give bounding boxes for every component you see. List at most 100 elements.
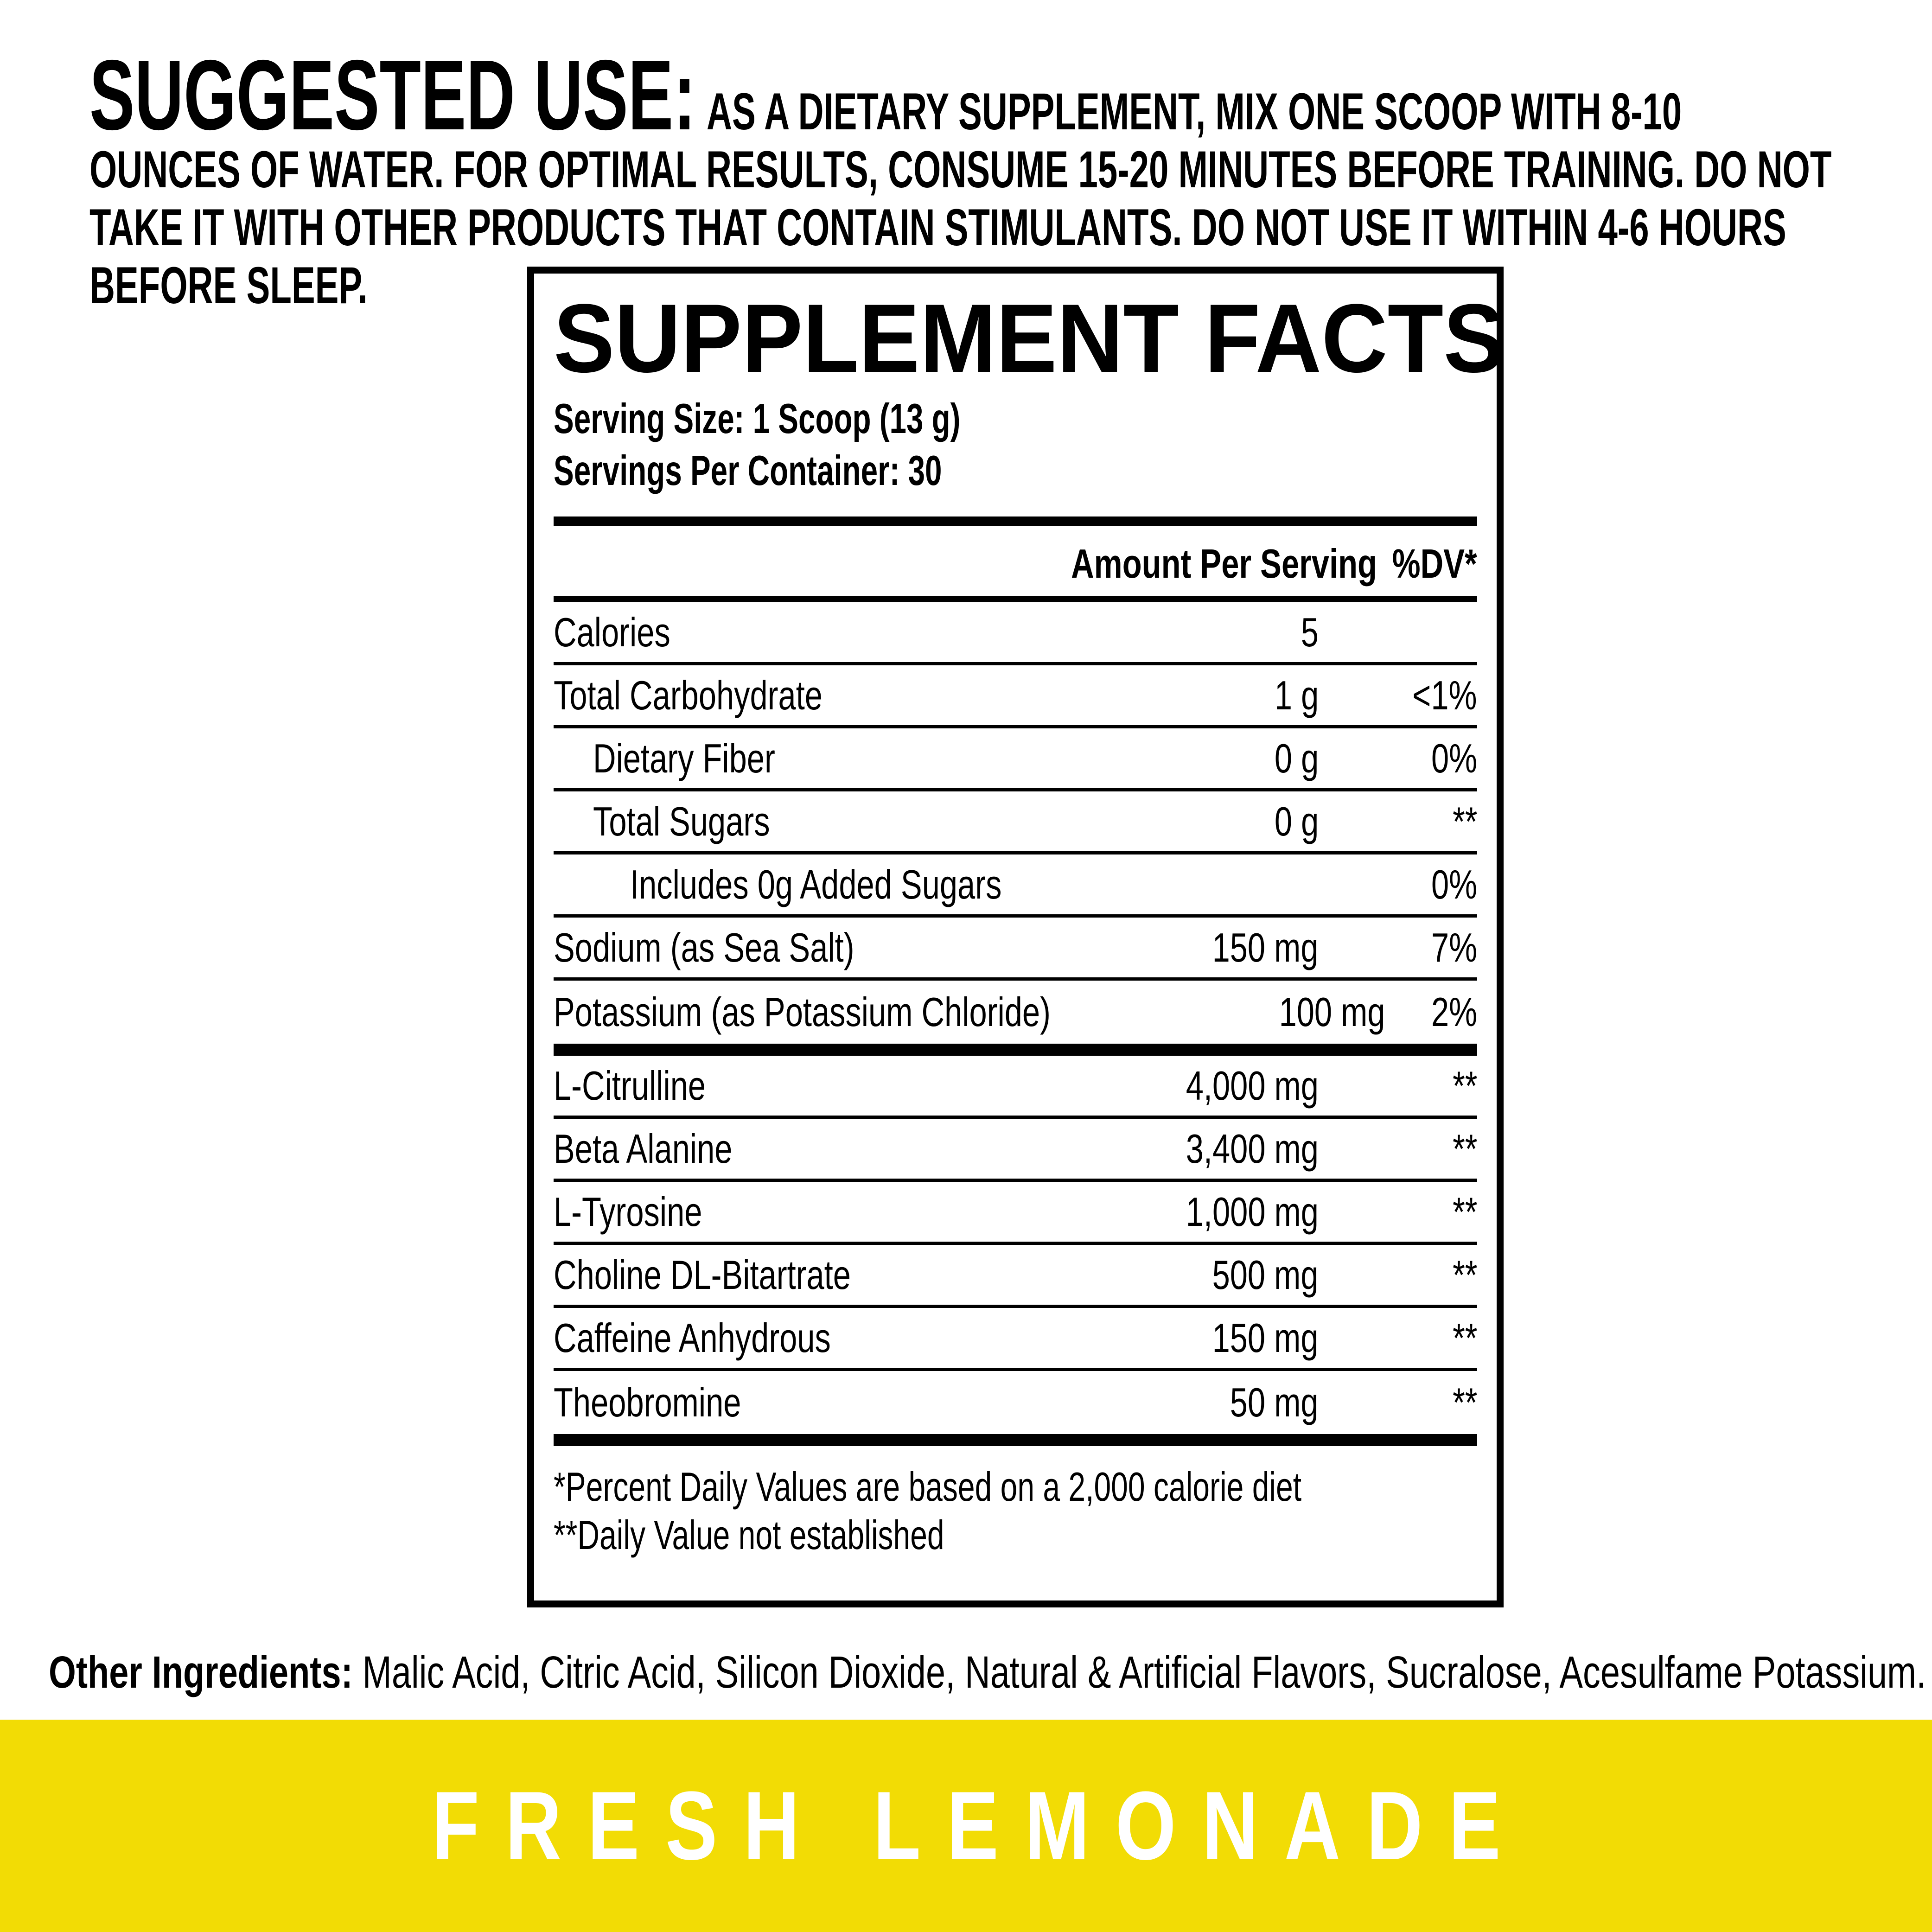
nutrient-amount-cell: 4,000 mg (985, 1062, 1319, 1109)
table-row: Caffeine Anhydrous 150 mg ** (554, 1308, 1477, 1371)
nutrient-dv: ** (1452, 1062, 1477, 1109)
nutrient-dv-cell: 7% (1319, 924, 1477, 971)
nutrient-name: Theobromine (554, 1379, 741, 1425)
nutrient-amount: 1 g (1274, 672, 1319, 718)
suggested-use-heading: SUGGESTED USE: (89, 39, 696, 151)
nutrient-dv-cell: ** (1319, 1314, 1477, 1362)
nutrient-rows: Calories 5 Total Carbohydrate 1 g <1% Di… (554, 602, 1477, 1044)
nutrient-dv-cell: ** (1319, 1188, 1477, 1236)
nutrient-name: Sodium (as Sea Salt) (554, 924, 854, 970)
nutrient-name-cell: Sodium (as Sea Salt) (554, 924, 985, 971)
table-row: Choline DL-Bitartrate 500 mg ** (554, 1245, 1477, 1308)
nutrient-amount-cell: 0 g (985, 735, 1319, 782)
servings-per-container: Servings Per Container: 30 (554, 447, 942, 494)
nutrient-dv: ** (1452, 1125, 1477, 1172)
nutrient-name-cell: Total Carbohydrate (554, 672, 985, 719)
table-row: Beta Alanine 3,400 mg ** (554, 1119, 1477, 1182)
other-ingredients-text: Malic Acid, Citric Acid, Silicon Dioxide… (352, 1647, 1926, 1697)
table-row: L-Tyrosine 1,000 mg ** (554, 1182, 1477, 1245)
table-header-row: Amount Per Serving %DV* (554, 526, 1477, 602)
nutrient-amount: 1,000 mg (1186, 1188, 1319, 1235)
nutrient-name: Dietary Fiber (593, 735, 775, 781)
nutrient-name: Beta Alanine (554, 1125, 733, 1172)
footnotes: *Percent Daily Values are based on a 2,0… (554, 1463, 1477, 1559)
panel-title: SUPPLEMENT FACTS (554, 284, 1505, 393)
nutrient-dv-cell: ** (1319, 798, 1477, 845)
nutrient-dv-cell: 2% (1385, 988, 1477, 1036)
table-row: Total Sugars 0 g ** (554, 791, 1477, 854)
nutrient-dv-cell: 0% (1319, 735, 1477, 782)
nutrient-name-cell: Calories (554, 609, 985, 656)
nutrient-dv: ** (1452, 1379, 1477, 1425)
nutrient-dv: ** (1452, 1314, 1477, 1361)
nutrient-dv-cell (1319, 609, 1477, 656)
table-row: Calories 5 (554, 602, 1477, 665)
table-row: L-Citrulline 4,000 mg ** (554, 1056, 1477, 1119)
nutrient-name-cell: Potassium (as Potassium Chloride) (554, 988, 1191, 1036)
suggested-use-line: BEFORE SLEEP. (89, 256, 368, 314)
nutrient-dv: 2% (1431, 989, 1477, 1035)
nutrient-dv-cell: <1% (1319, 672, 1477, 719)
nutrient-amount-cell: 500 mg (985, 1251, 1319, 1299)
nutrient-amount-cell: 0 g (985, 798, 1319, 845)
nutrient-amount: 50 mg (1230, 1379, 1319, 1425)
nutrient-amount: 3,400 mg (1186, 1125, 1319, 1172)
nutrient-amount-cell: 1,000 mg (985, 1188, 1319, 1236)
nutrient-dv: ** (1452, 1251, 1477, 1298)
nutrient-dv-cell: ** (1319, 1062, 1477, 1109)
nutrient-amount: 5 (1301, 609, 1319, 655)
nutrient-dv: <1% (1412, 672, 1477, 718)
nutrient-dv-cell: ** (1319, 1379, 1477, 1426)
nutrient-name-cell: Includes 0g Added Sugars (554, 861, 1106, 908)
nutrient-name-cell: Choline DL-Bitartrate (554, 1251, 985, 1299)
suggested-use-line: AS A DIETARY SUPPLEMENT, MIX ONE SCOOP W… (707, 83, 1682, 140)
header-divider-bar (554, 516, 1477, 526)
nutrient-amount-cell: 1 g (985, 672, 1319, 719)
nutrient-amount: 100 mg (1279, 989, 1385, 1035)
nutrient-dv: ** (1452, 798, 1477, 844)
table-row: Total Carbohydrate 1 g <1% (554, 665, 1477, 728)
nutrient-amount: 4,000 mg (1186, 1062, 1319, 1109)
nutrient-name: Potassium (as Potassium Chloride) (554, 989, 1051, 1035)
nutrient-name-cell: Theobromine (554, 1379, 985, 1426)
nutrient-name: L-Tyrosine (554, 1188, 702, 1235)
section-divider-bar (554, 1044, 1477, 1056)
nutrient-name-cell: Caffeine Anhydrous (554, 1314, 985, 1362)
nutrient-amount: 0 g (1274, 798, 1319, 844)
table-row: Includes 0g Added Sugars 0% (554, 854, 1477, 918)
nutrient-amount-cell: 50 mg (985, 1379, 1319, 1426)
flavor-band: FRESH LEMONADE (0, 1720, 1932, 1932)
nutrient-name: Includes 0g Added Sugars (630, 861, 1002, 907)
section-divider-bar (554, 1434, 1477, 1446)
nutrient-name: Total Sugars (593, 798, 770, 844)
nutrient-dv-cell: 0% (1358, 861, 1477, 908)
nutrient-name: Choline DL-Bitartrate (554, 1251, 851, 1298)
nutrient-dv: 0% (1431, 861, 1477, 907)
nutrient-dv: 0% (1431, 735, 1477, 781)
nutrient-amount: 500 mg (1212, 1251, 1319, 1298)
serving-size: Serving Size: 1 Scoop (13 g) (554, 395, 961, 442)
suggested-use-paragraph: SUGGESTED USE: AS A DIETARY SUPPLEMENT, M… (89, 45, 1887, 314)
nutrient-dv: ** (1452, 1188, 1477, 1235)
nutrient-name-cell: Beta Alanine (554, 1125, 985, 1173)
suggested-use-line: OUNCES OF WATER. FOR OPTIMAL RESULTS, CO… (89, 140, 1832, 198)
nutrient-amount: 150 mg (1212, 1314, 1319, 1361)
table-row: Potassium (as Potassium Chloride) 100 mg… (554, 981, 1477, 1044)
supplement-facts-panel: SUPPLEMENT FACTS Serving Size: 1 Scoop (… (527, 267, 1505, 1607)
other-ingredients: Other Ingredients: Malic Acid, Citric Ac… (49, 1647, 1932, 1698)
nutrient-dv-cell: ** (1319, 1251, 1477, 1299)
nutrient-dv-cell: ** (1319, 1125, 1477, 1173)
dv-label: %DV* (1392, 541, 1477, 587)
nutrient-amount-cell: 3,400 mg (985, 1125, 1319, 1173)
header-dv-cell: %DV* (1319, 540, 1477, 587)
nutrient-name: Total Carbohydrate (554, 672, 823, 718)
nutrient-amount: 150 mg (1212, 924, 1319, 970)
nutrient-amount-cell: 5 (985, 609, 1319, 656)
table-row: Sodium (as Sea Salt) 150 mg 7% (554, 918, 1477, 981)
table-row: Dietary Fiber 0 g 0% (554, 728, 1477, 791)
nutrient-name-cell: L-Citrulline (554, 1062, 985, 1109)
nutrient-amount-cell: 150 mg (985, 1314, 1319, 1362)
suggested-use-line: TAKE IT WITH OTHER PRODUCTS THAT CONTAIN… (89, 198, 1786, 256)
nutrient-amount-cell: 150 mg (985, 924, 1319, 971)
nutrient-name-cell: L-Tyrosine (554, 1188, 985, 1236)
